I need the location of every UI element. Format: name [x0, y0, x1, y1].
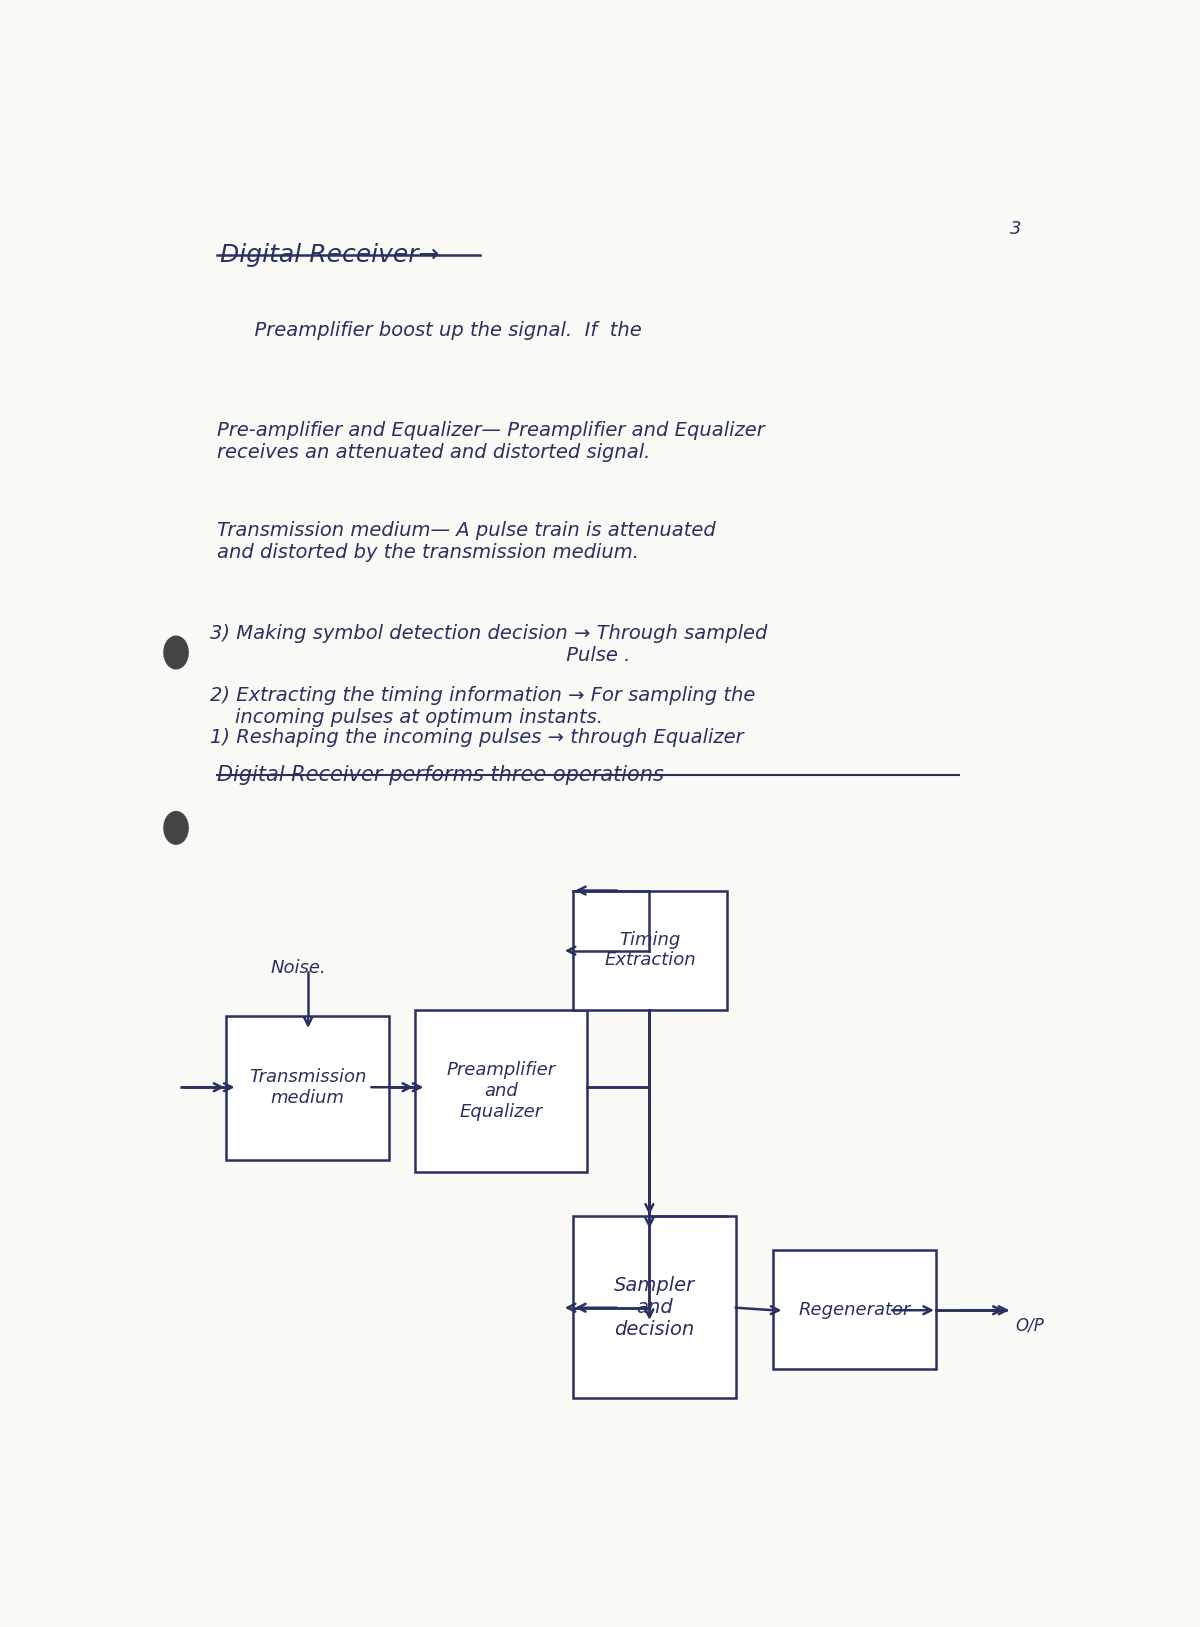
Text: Timing
Extraction: Timing Extraction	[604, 931, 696, 970]
Circle shape	[164, 812, 188, 844]
Text: 3) Making symbol detection decision → Through sampled
                          : 3) Making symbol detection decision → Th…	[210, 623, 768, 665]
Text: Preamplifier
and
Equalizer: Preamplifier and Equalizer	[446, 1061, 556, 1121]
Text: Pre-amplifier and Equalizer— Preamplifier and Equalizer
receives an attenuated a: Pre-amplifier and Equalizer— Preamplifie…	[217, 421, 764, 462]
Text: 2) Extracting the timing information → For sampling the
    incoming pulses at o: 2) Extracting the timing information → F…	[210, 687, 756, 727]
Text: Regenerator: Regenerator	[798, 1300, 911, 1318]
Text: O/P: O/P	[1015, 1316, 1044, 1334]
Text: Transmission
medium: Transmission medium	[248, 1069, 366, 1108]
Bar	[773, 1250, 936, 1368]
Text: 1) Reshaping the incoming pulses → through Equalizer: 1) Reshaping the incoming pulses → throu…	[210, 727, 744, 747]
Circle shape	[164, 636, 188, 669]
Bar	[227, 1015, 389, 1160]
Text: Preamplifier boost up the signal.  If  the: Preamplifier boost up the signal. If the	[217, 321, 642, 340]
Bar	[415, 1009, 587, 1173]
Text: 3: 3	[1010, 220, 1021, 238]
Bar	[574, 1217, 736, 1398]
Text: Sampler
and
decision: Sampler and decision	[614, 1276, 695, 1339]
Text: Noise.: Noise.	[271, 960, 326, 978]
Text: Digital Receiver→: Digital Receiver→	[220, 242, 439, 267]
Text: Digital Receiver performs three operations —: Digital Receiver performs three operatio…	[217, 765, 691, 786]
Text: Transmission medium— A pulse train is attenuated
and distorted by the transmissi: Transmission medium— A pulse train is at…	[217, 521, 715, 561]
Bar	[574, 890, 727, 1009]
